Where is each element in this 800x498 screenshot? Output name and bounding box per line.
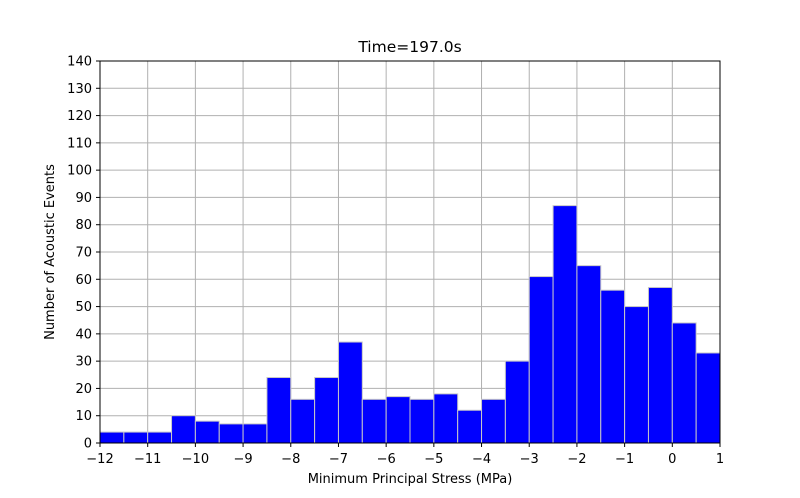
histogram-bar bbox=[624, 306, 649, 444]
x-tick-label: −6 bbox=[377, 452, 396, 467]
x-tick-label: −5 bbox=[424, 452, 443, 467]
x-tick-label: −12 bbox=[86, 452, 113, 467]
histogram-bar bbox=[671, 322, 697, 444]
histogram-bar bbox=[194, 420, 220, 444]
histogram-bar bbox=[290, 398, 316, 444]
y-tick-label: 40 bbox=[75, 327, 92, 342]
x-tick-label: −1 bbox=[615, 452, 634, 467]
histogram-bar bbox=[314, 377, 339, 444]
histogram-bar bbox=[504, 360, 530, 444]
histogram-bar bbox=[147, 431, 173, 444]
y-tick-label: 130 bbox=[67, 82, 92, 97]
histogram-bar bbox=[337, 341, 363, 444]
x-tick-label: −4 bbox=[472, 452, 491, 467]
y-axis-label: Number of Acoustic Events bbox=[43, 164, 58, 340]
x-tick-label: 0 bbox=[668, 452, 676, 467]
histogram-bar bbox=[123, 431, 149, 444]
x-tick-label: −8 bbox=[281, 452, 300, 467]
histogram-bar bbox=[361, 398, 387, 444]
histogram-bar bbox=[600, 289, 626, 444]
x-tick-label: −11 bbox=[134, 452, 161, 467]
y-axis-ticks: 0 10 20 30 40 50 60 70 80 90 100 110 120 130 140 bbox=[67, 55, 100, 452]
y-tick-label: 80 bbox=[75, 218, 92, 233]
histogram-bar bbox=[171, 415, 196, 444]
y-tick-label: 0 bbox=[84, 437, 92, 452]
x-axis-ticks: −12 −11 −10 −9 −8 −7 −6 −5 −4 −3 −2 −1 0 1 bbox=[86, 443, 724, 467]
y-tick-label: 140 bbox=[67, 55, 92, 70]
x-tick-label: −9 bbox=[233, 452, 252, 467]
y-tick-label: 90 bbox=[75, 191, 92, 206]
histogram-bar bbox=[528, 276, 554, 444]
y-tick-label: 50 bbox=[75, 300, 92, 315]
x-tick-label: −7 bbox=[329, 452, 348, 467]
y-tick-label: 100 bbox=[67, 164, 92, 179]
x-tick-label: −3 bbox=[520, 452, 539, 467]
histogram-bar bbox=[576, 265, 602, 444]
y-tick-label: 30 bbox=[75, 355, 92, 370]
histogram-bar bbox=[433, 393, 459, 444]
x-tick-label: −2 bbox=[567, 452, 586, 467]
histogram-bar bbox=[266, 377, 292, 444]
histogram-bar bbox=[552, 205, 578, 444]
histogram-bar bbox=[242, 423, 268, 444]
y-tick-label: 120 bbox=[67, 109, 92, 124]
chart-title: Time=197.0s bbox=[357, 38, 461, 56]
histogram-bar bbox=[409, 398, 435, 444]
y-tick-label: 70 bbox=[75, 246, 92, 261]
y-tick-label: 60 bbox=[75, 273, 92, 288]
x-axis-label: Minimum Principal Stress (MPa) bbox=[308, 472, 513, 487]
histogram-bar bbox=[695, 352, 721, 444]
histogram-bar bbox=[99, 431, 125, 444]
x-tick-label: 1 bbox=[716, 452, 724, 467]
histogram-bars bbox=[99, 205, 721, 444]
histogram-bar bbox=[218, 423, 244, 444]
y-tick-label: 20 bbox=[75, 382, 92, 397]
x-tick-label: −10 bbox=[182, 452, 209, 467]
histogram-bar bbox=[385, 396, 411, 444]
histogram-bar bbox=[647, 286, 673, 444]
histogram-bar bbox=[481, 398, 506, 444]
y-tick-label: 110 bbox=[67, 136, 92, 151]
histogram-bar bbox=[457, 409, 483, 444]
y-tick-label: 10 bbox=[75, 409, 92, 424]
